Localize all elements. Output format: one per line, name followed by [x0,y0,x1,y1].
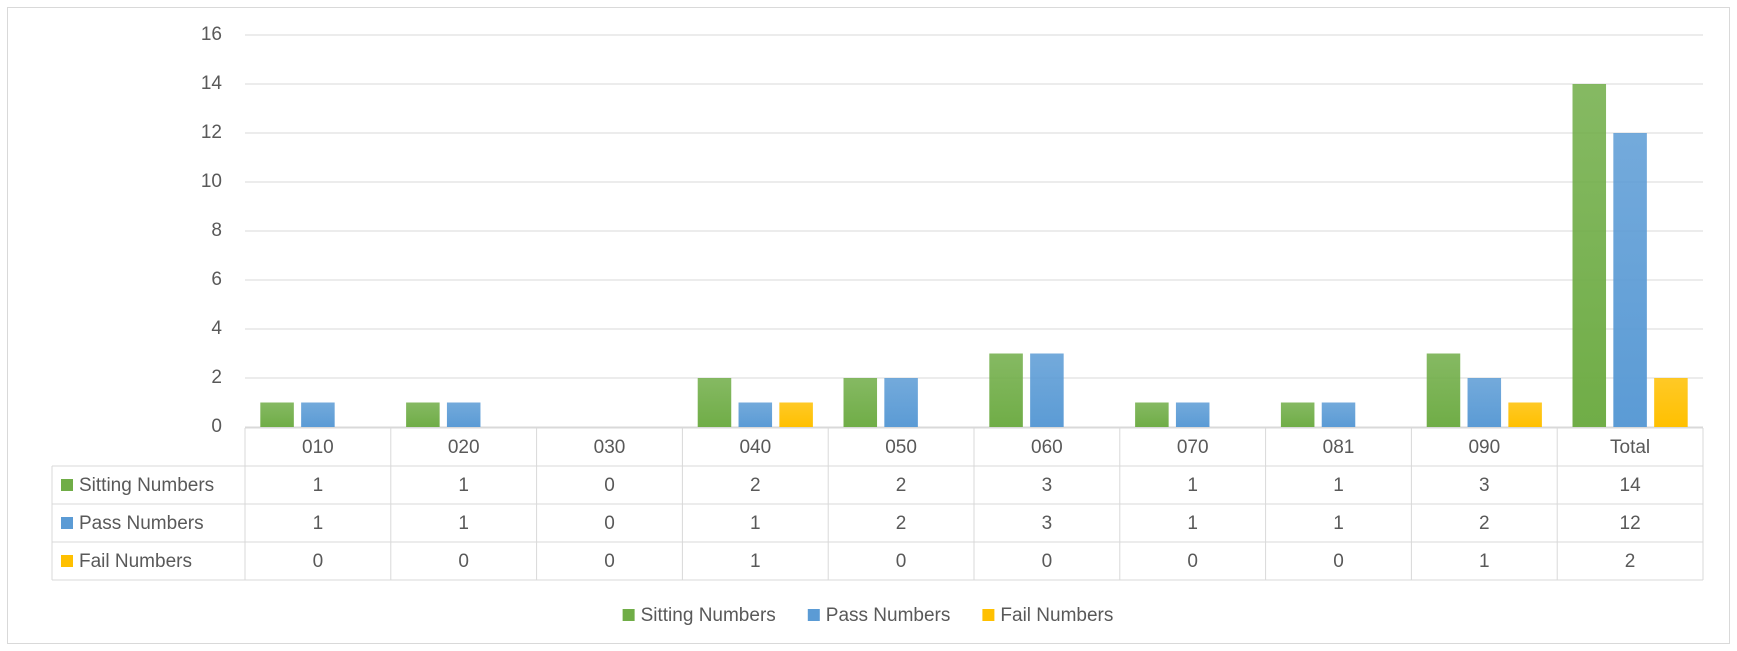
table-value: 2 [896,475,907,496]
y-tick-label: 4 [211,318,222,339]
bar [1613,133,1647,427]
table-series-name: Sitting Numbers [79,475,214,496]
legend-key [982,609,995,621]
y-tick-label: 8 [211,220,222,241]
table-value: 0 [313,551,324,572]
x-tick-label: 070 [1177,437,1209,458]
legend-label: Sitting Numbers [641,605,776,626]
table-key [61,517,73,529]
x-tick-label: 030 [594,437,626,458]
table-key [61,555,73,567]
table-value: 1 [750,551,761,572]
table-value: 1 [1479,551,1490,572]
table-value: 0 [458,551,469,572]
table-value: 14 [1620,475,1642,496]
table-value: 1 [1333,475,1344,496]
y-tick-label: 10 [201,171,222,192]
bar [1030,353,1064,427]
table-value: 1 [313,475,324,496]
legend-label: Pass Numbers [826,605,951,626]
table-value: 0 [1333,551,1344,572]
bar [884,378,918,427]
table-value: 0 [1042,551,1053,572]
y-tick-label: 2 [211,367,222,388]
x-tick-label: 090 [1468,437,1500,458]
bar [301,402,335,427]
table-value: 3 [1479,475,1490,496]
x-tick-label: 020 [448,437,480,458]
table-value: 2 [750,475,761,496]
table-value: 0 [1187,551,1198,572]
bar [1572,84,1607,427]
table-value: 1 [458,513,469,534]
bar [1508,402,1542,427]
bar [1654,378,1688,427]
bar [1467,378,1502,427]
table-value: 0 [604,513,615,534]
y-tick-label: 12 [201,122,222,143]
table-value: 0 [896,551,907,572]
table-key [61,479,73,491]
bar [1135,402,1169,427]
table-value: 1 [1187,475,1198,496]
table-value: 1 [1187,513,1198,534]
bar [1175,402,1210,427]
table-value: 1 [1333,513,1344,534]
table-value: 1 [750,513,761,534]
x-tick-label: 050 [885,437,917,458]
y-tick-label: 0 [211,416,222,437]
table-series-name: Fail Numbers [79,551,192,572]
x-tick-label: 060 [1031,437,1063,458]
legend-key [622,609,635,621]
x-tick-label: 081 [1323,437,1355,458]
table-value: 2 [1625,551,1636,572]
bar [989,353,1023,427]
table-value: 3 [1042,475,1053,496]
legend-label: Fail Numbers [1000,605,1113,626]
table-value: 3 [1042,513,1053,534]
bar [1321,402,1356,427]
x-tick-label: 010 [302,437,334,458]
table-value: 0 [604,475,615,496]
y-tick-label: 16 [201,24,222,45]
table-value: 0 [604,551,615,572]
table-value: 1 [458,475,469,496]
bar [260,402,294,427]
bar [843,378,878,427]
bar [738,402,773,427]
table-value: 2 [1479,513,1490,534]
y-tick-label: 6 [211,269,222,290]
legend-key [807,609,820,621]
y-tick-label: 14 [201,73,223,94]
chart-frame [7,7,1730,644]
table-value: 1 [313,513,324,534]
bar [1426,353,1461,427]
x-tick-label: 040 [739,437,771,458]
bar [697,378,732,427]
table-value: 12 [1620,513,1641,534]
bar [1280,402,1315,427]
x-tick-label: Total [1610,437,1650,458]
bar [406,402,440,427]
table-series-name: Pass Numbers [79,513,204,534]
table-value: 2 [896,513,907,534]
bar [779,402,813,427]
bar [446,402,481,427]
